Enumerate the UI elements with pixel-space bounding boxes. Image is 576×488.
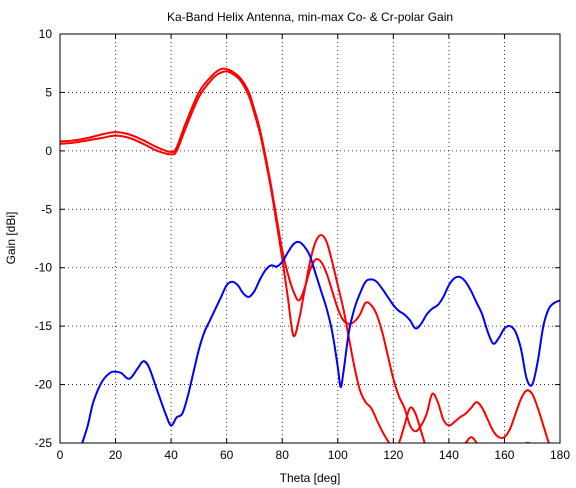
series-group [60, 67, 560, 443]
y-tick-label: -15 [35, 319, 53, 333]
x-tick-label: 0 [57, 448, 64, 462]
plot-frame [59, 33, 561, 444]
x-tick-label: 80 [276, 448, 290, 462]
x-tick-label: 120 [383, 448, 403, 462]
x-axis-label: Theta [deg] [280, 471, 341, 485]
x-tick-label: 140 [439, 448, 459, 462]
ticks [59, 33, 561, 444]
y-tick-label: 5 [45, 85, 52, 99]
series-line-2 [60, 70, 532, 443]
x-tick-label: 180 [550, 448, 570, 462]
y-axis-label: Gain [dBi] [4, 212, 18, 265]
y-tick-label: -5 [41, 202, 52, 216]
y-tick-label: -10 [35, 261, 53, 275]
grid [60, 34, 560, 443]
x-tick-label: 100 [328, 448, 348, 462]
y-tick-label: 0 [45, 144, 52, 158]
series-line-3 [81, 240, 560, 443]
series-line-1 [60, 67, 550, 443]
y-tick-label: 10 [39, 27, 53, 41]
chart-title: Ka-Band Helix Antenna, min-max Co- & Cr-… [167, 10, 453, 24]
x-tick-label: 160 [494, 448, 514, 462]
y-tick-label: -25 [35, 436, 53, 450]
y-tick-label: -20 [35, 378, 53, 392]
x-tick-label: 40 [164, 448, 178, 462]
x-tick-label: 20 [109, 448, 123, 462]
x-tick-label: 60 [220, 448, 234, 462]
tick-labels: 0 20 40 60 80 100 120 140 160 180 10 5 0 -5 -10 -15 -20 -… [35, 27, 571, 462]
